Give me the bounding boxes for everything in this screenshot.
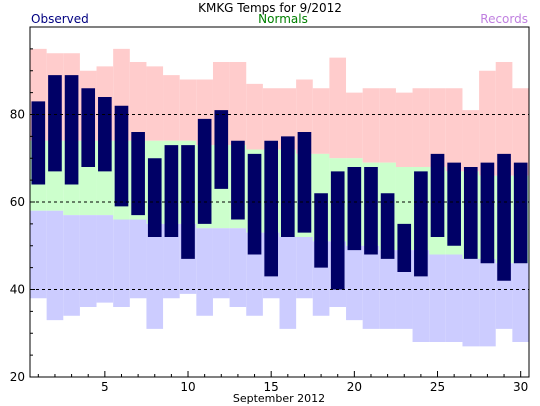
observed-bar — [497, 153, 511, 281]
observed-bar — [64, 75, 79, 185]
observed-bar — [513, 162, 528, 264]
record-high-band — [129, 62, 147, 141]
record-low-band — [512, 263, 529, 342]
record-low-band — [479, 258, 496, 347]
record-high-band — [279, 88, 297, 150]
observed-bar — [280, 136, 295, 237]
record-low-band — [346, 245, 363, 321]
record-low-band — [445, 254, 463, 342]
observed-bar — [231, 140, 245, 220]
record-low-band — [146, 223, 164, 329]
observed-bar — [414, 171, 428, 277]
record-high-band — [412, 88, 430, 167]
observed-bar — [48, 75, 62, 172]
record-high-band — [163, 75, 180, 141]
record-low-band — [212, 228, 230, 299]
record-low-band — [96, 215, 114, 303]
observed-bar — [131, 132, 145, 216]
observed-bar — [81, 88, 96, 167]
observed-bar — [197, 118, 212, 224]
x-tick-label: 30 — [513, 380, 528, 394]
record-high-band — [445, 88, 463, 172]
observed-bar — [330, 171, 345, 290]
x-tick-label: 5 — [101, 380, 109, 394]
record-high-band — [479, 70, 496, 176]
record-high-band — [262, 88, 280, 150]
record-high-band — [229, 62, 247, 146]
observed-bar — [463, 167, 478, 259]
observed-bar — [347, 167, 362, 251]
record-high-band — [495, 62, 513, 176]
x-tick-label: 20 — [347, 380, 362, 394]
record-low-band — [229, 228, 247, 307]
record-high-band — [429, 88, 446, 167]
observed-bar — [214, 110, 229, 189]
y-tick-label: 80 — [10, 108, 25, 122]
x-axis-label: September 2012 — [233, 392, 325, 405]
y-tick-label: 60 — [10, 195, 25, 209]
legend-normals: Normals — [258, 12, 308, 26]
observed-bar — [314, 193, 328, 268]
record-high-band — [246, 83, 263, 150]
chart-title: KMKG Temps for 9/2012 — [198, 1, 342, 15]
observed-bar — [380, 193, 395, 259]
record-high-band — [312, 88, 330, 154]
record-high-band — [146, 66, 164, 141]
record-high-band — [362, 88, 380, 163]
record-high-band — [346, 92, 363, 159]
record-low-band — [79, 215, 97, 307]
axes-layer: 20 40 60 80 5 10 15 20 25 30 — [10, 48, 528, 394]
observed-bar — [164, 145, 179, 237]
y-tick-label: 20 — [10, 370, 25, 384]
y-tick-label: 40 — [10, 283, 25, 297]
observed-bar — [31, 101, 46, 185]
gridlines-layer — [30, 114, 529, 290]
observed-bar — [114, 105, 129, 207]
record-low-band — [30, 210, 47, 299]
observed-bar — [480, 162, 495, 264]
legend-observed: Observed — [31, 12, 89, 26]
x-tick-label: 25 — [430, 380, 445, 394]
record-low-band — [113, 219, 130, 307]
record-low-band — [196, 228, 213, 316]
record-low-band — [63, 215, 80, 316]
observed-bar — [98, 97, 112, 172]
bars-layer — [30, 48, 529, 347]
observed-bar — [264, 140, 279, 277]
record-high-band — [179, 79, 197, 141]
record-low-band — [429, 254, 446, 342]
legend-records: Records — [480, 12, 528, 26]
record-low-band — [296, 237, 313, 299]
record-high-band — [462, 110, 480, 172]
observed-bar — [397, 223, 412, 272]
record-high-band — [395, 92, 413, 167]
record-low-band — [362, 245, 380, 329]
observed-bar — [447, 162, 461, 246]
record-low-band — [462, 258, 480, 347]
observed-bar — [247, 153, 262, 255]
observed-bar — [364, 167, 378, 255]
record-low-band — [279, 237, 297, 329]
record-high-band — [512, 88, 529, 176]
observed-bar — [147, 158, 162, 237]
record-high-band — [329, 57, 347, 159]
record-low-band — [129, 219, 147, 299]
record-low-band — [379, 250, 396, 329]
x-tick-label: 15 — [264, 380, 279, 394]
observed-bar — [430, 153, 445, 237]
record-low-band — [163, 223, 180, 299]
x-tick-label: 10 — [180, 380, 195, 394]
observed-bar — [297, 132, 312, 233]
record-high-band — [379, 88, 396, 163]
record-low-band — [46, 210, 64, 321]
